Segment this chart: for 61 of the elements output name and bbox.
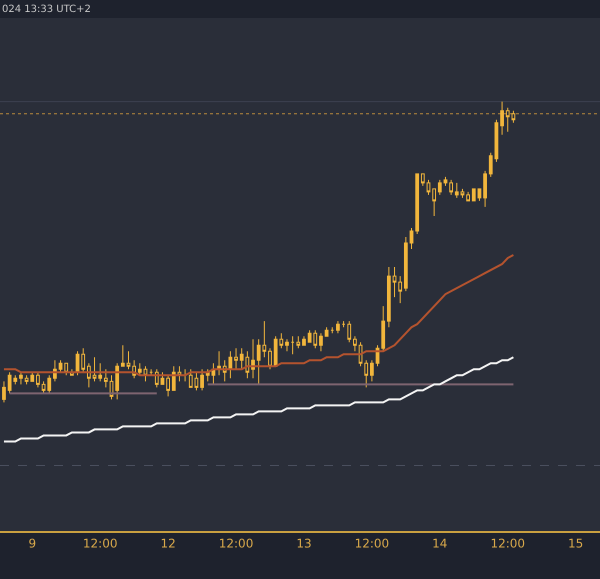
candlestick [364, 360, 368, 388]
candlestick [256, 338, 261, 385]
x-tick-label: 13 [296, 536, 312, 550]
candlestick [381, 306, 386, 352]
candlestick [449, 179, 454, 196]
candlestick [512, 110, 516, 124]
candlestick [347, 320, 352, 343]
x-tick-label: 12:00 [218, 536, 254, 550]
candlestick [444, 176, 448, 186]
candlestick [188, 368, 193, 388]
candlestick [426, 179, 430, 196]
candlestick [415, 173, 420, 234]
candlestick [420, 173, 425, 186]
candlestick [81, 348, 86, 373]
candlestick [410, 227, 414, 250]
x-tick-label: 12:00 [82, 536, 118, 550]
candlestick [290, 336, 295, 355]
candlestick [98, 362, 102, 382]
candlestick [64, 362, 68, 376]
candlestick [454, 182, 459, 198]
text: 024 13:33 UTC+2 [2, 4, 91, 15]
candlestick [342, 320, 346, 328]
candlestick [144, 366, 148, 382]
x-tick-label: 12:00 [490, 536, 526, 550]
candlestick [76, 350, 80, 376]
candlestick [438, 179, 442, 196]
x-tick-label: 15 [568, 536, 584, 550]
candlestick [13, 374, 18, 385]
x-tick-label: 12 [160, 536, 176, 550]
candlestick [296, 336, 300, 349]
x-tick-label: 14 [432, 536, 448, 550]
candlestick [138, 362, 142, 376]
candlestick [240, 348, 244, 370]
candlestick [488, 152, 493, 178]
candlestick [110, 374, 114, 400]
candlestick [126, 350, 130, 370]
candlestick [132, 360, 136, 379]
candlestick [279, 332, 284, 349]
candlestick [104, 368, 108, 388]
candlestick [47, 374, 52, 394]
candlestick [268, 348, 272, 370]
candlestick [70, 368, 74, 376]
candlestick [178, 366, 182, 382]
candlestick [262, 320, 266, 358]
candlestick [404, 236, 408, 292]
candlestick [336, 320, 340, 334]
candlestick [330, 326, 334, 334]
x-tick-label: 12:00 [354, 536, 390, 550]
candlestick [432, 188, 436, 216]
candlestick [217, 350, 221, 376]
candlestick [120, 344, 125, 367]
candlestick [506, 107, 510, 132]
x-tick-label: 9 [28, 536, 36, 550]
candlestick [472, 188, 476, 202]
candlestick [313, 330, 318, 349]
candlestick [222, 360, 227, 382]
candlestick [149, 368, 154, 376]
candlestick [398, 276, 402, 304]
candlestick [285, 338, 289, 352]
candlestick [154, 368, 159, 388]
candlestick [30, 372, 34, 382]
